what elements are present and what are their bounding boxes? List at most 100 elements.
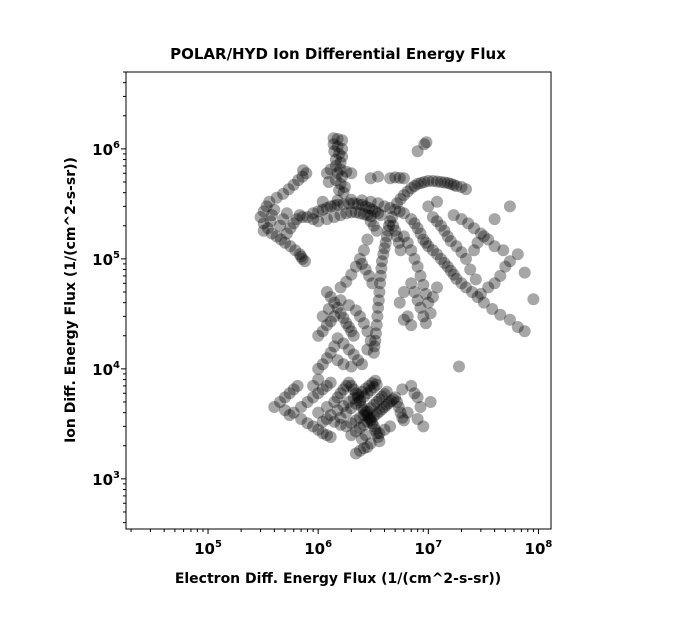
data-point <box>340 420 353 433</box>
data-point <box>337 198 350 211</box>
data-point <box>391 230 403 243</box>
data-point <box>405 182 418 195</box>
data-point <box>261 222 274 235</box>
data-point <box>417 420 430 433</box>
data-point <box>359 406 372 419</box>
data-point <box>405 213 418 226</box>
data-point <box>334 411 347 424</box>
data-point <box>337 186 350 199</box>
data-point <box>364 402 377 415</box>
data-point <box>349 414 362 427</box>
data-point <box>434 219 447 232</box>
data-point <box>420 136 433 149</box>
data-point <box>438 256 451 269</box>
x-axis: 105 106 107 108 <box>130 529 553 558</box>
data-point <box>307 420 320 433</box>
data-point <box>284 222 297 235</box>
data-point <box>391 396 403 408</box>
data-point <box>347 392 360 405</box>
data-point <box>397 189 410 202</box>
data-point <box>361 405 374 418</box>
data-point <box>417 310 430 323</box>
data-point <box>324 376 337 389</box>
data-point <box>387 393 400 406</box>
data-point <box>345 268 358 281</box>
data-point <box>312 215 325 228</box>
data-point <box>357 404 370 417</box>
data-point <box>477 296 490 309</box>
data-point <box>283 409 296 422</box>
data-point <box>394 244 407 257</box>
data-point <box>394 406 407 419</box>
data-point <box>349 260 362 273</box>
data-point <box>450 180 463 192</box>
data-point <box>296 252 309 265</box>
data-point <box>342 396 355 408</box>
data-point <box>274 396 286 408</box>
data-point <box>381 224 394 237</box>
data-point <box>466 286 479 298</box>
data-point <box>324 291 337 303</box>
data-point <box>401 310 414 323</box>
data-point <box>336 150 349 163</box>
data-point <box>316 383 329 396</box>
data-point <box>297 164 310 177</box>
data-point <box>373 286 386 298</box>
data-point <box>265 209 278 222</box>
data-point <box>364 334 377 347</box>
data-point <box>312 205 325 218</box>
data-point <box>338 181 351 193</box>
data-point <box>373 393 386 406</box>
data-point <box>289 244 302 257</box>
data-point <box>279 391 291 404</box>
data-point <box>331 140 344 153</box>
data-point <box>373 427 386 440</box>
data-point <box>337 383 350 396</box>
data-point <box>354 422 366 434</box>
x-tick-label: 108 <box>525 539 553 558</box>
data-point <box>397 286 410 298</box>
chart-title: POLAR/HYD Ion Differential Energy Flux <box>170 45 506 63</box>
data-point <box>345 193 358 206</box>
data-point <box>359 200 372 213</box>
data-point <box>347 383 360 396</box>
data-point <box>460 252 472 265</box>
data-point <box>301 211 314 224</box>
data-point <box>328 199 341 212</box>
data-point <box>453 360 465 373</box>
data-point <box>471 291 484 303</box>
data-point <box>275 233 287 246</box>
data-point <box>414 301 427 314</box>
data-point <box>334 387 347 400</box>
data-point <box>357 390 370 403</box>
data-point <box>431 175 443 188</box>
data-point <box>295 250 308 263</box>
data-point <box>450 272 463 285</box>
x-tick-label: 106 <box>304 539 332 558</box>
data-point <box>361 441 374 453</box>
data-point <box>396 383 409 396</box>
data-point <box>389 171 402 184</box>
data-point <box>364 384 377 397</box>
data-point <box>295 401 308 413</box>
data-point <box>312 423 325 436</box>
data-point <box>405 244 418 257</box>
y-axis-label: Ion Diff. Energy Flux (1/(cm^2-s-sr)) <box>63 157 79 443</box>
data-point <box>367 346 380 359</box>
data-point <box>352 354 364 367</box>
data-point <box>488 240 501 253</box>
data-point <box>397 313 410 326</box>
data-point <box>340 406 353 419</box>
data-point <box>372 431 385 443</box>
data-point <box>370 327 382 340</box>
data-point <box>329 153 342 166</box>
data-point <box>334 418 347 431</box>
data-point <box>367 398 380 411</box>
data-point <box>357 442 370 455</box>
data-point <box>367 219 380 232</box>
data-point <box>389 203 402 216</box>
data-point <box>340 165 353 178</box>
data-point <box>357 317 370 330</box>
data-point <box>494 269 507 282</box>
